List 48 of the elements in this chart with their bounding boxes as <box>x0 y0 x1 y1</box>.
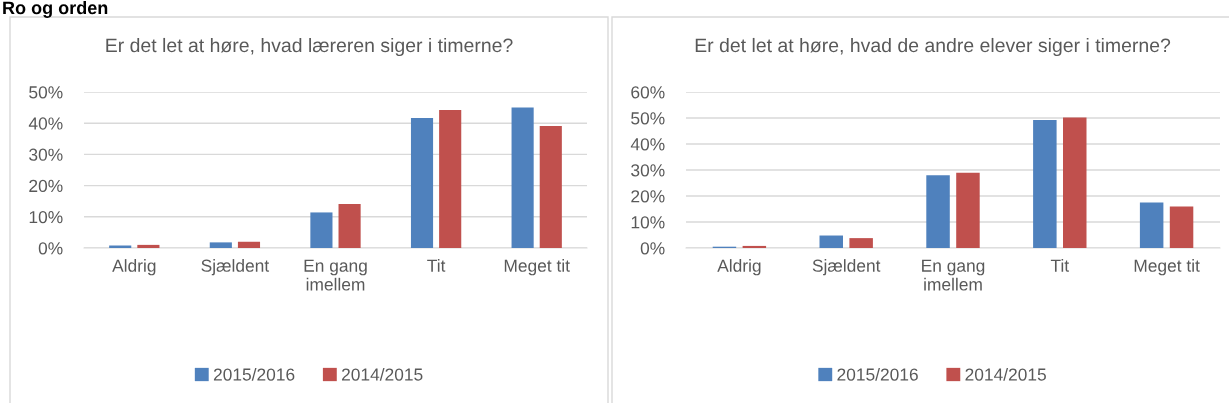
legend-label: 2015/2016 <box>837 367 918 381</box>
y-tick-label: 30% <box>29 148 63 161</box>
bar <box>742 245 767 248</box>
bar <box>539 126 562 248</box>
bar <box>1139 202 1164 248</box>
y-tick-label: 0% <box>640 242 665 255</box>
x-tick-label: Sjældent <box>201 259 270 276</box>
bar <box>1033 120 1057 248</box>
bar <box>209 242 232 248</box>
x-tick-label: En gang imellem <box>304 259 367 291</box>
bar <box>410 117 434 248</box>
y-tick-label: 10% <box>29 210 63 224</box>
bar <box>1169 206 1194 248</box>
y-tick-label: 50% <box>29 86 63 99</box>
y-tick-label: 0% <box>38 242 63 255</box>
x-tick-label: Meget tit <box>1134 259 1200 276</box>
x-tick-label: Aldrig <box>717 259 761 276</box>
bar <box>819 235 843 248</box>
bar <box>1063 117 1087 248</box>
y-tick-label: 50% <box>631 112 665 125</box>
y-tick-label: 40% <box>630 138 665 151</box>
x-tick-label: Sjældent <box>812 259 881 276</box>
legend-label: 2015/2016 <box>213 367 295 381</box>
bar <box>849 238 873 248</box>
x-tick-label: Tit <box>1050 259 1069 272</box>
bar <box>439 110 462 248</box>
x-tick-label: Tit <box>427 259 446 272</box>
y-tick-label: 20% <box>631 190 665 203</box>
y-tick-label: 10% <box>631 216 665 229</box>
bar <box>237 241 261 248</box>
text: Ro og orden <box>3 1 108 18</box>
chart-title: Er det let at høre, hvad læreren siger i timerne? <box>106 37 513 57</box>
legend-label: 2014/2015 <box>965 367 1046 381</box>
bar <box>511 107 534 248</box>
legend-label: 2014/2015 <box>341 367 423 381</box>
y-tick-label: 60% <box>631 86 665 99</box>
x-tick-label: Meget tit <box>504 259 570 276</box>
chart-title: Er det let at høre, hvad de andre elever siger i timerne? <box>695 37 1171 57</box>
bar <box>310 212 333 248</box>
x-tick-label: Aldrig <box>112 259 156 276</box>
y-tick-label: 30% <box>631 164 665 177</box>
y-tick-label: 40% <box>28 117 63 130</box>
y-tick-label: 20% <box>29 179 63 193</box>
bar <box>137 244 160 248</box>
bar <box>926 175 950 248</box>
bar <box>338 204 361 248</box>
x-tick-label: En gang imellem <box>922 259 985 291</box>
bar <box>956 172 980 248</box>
